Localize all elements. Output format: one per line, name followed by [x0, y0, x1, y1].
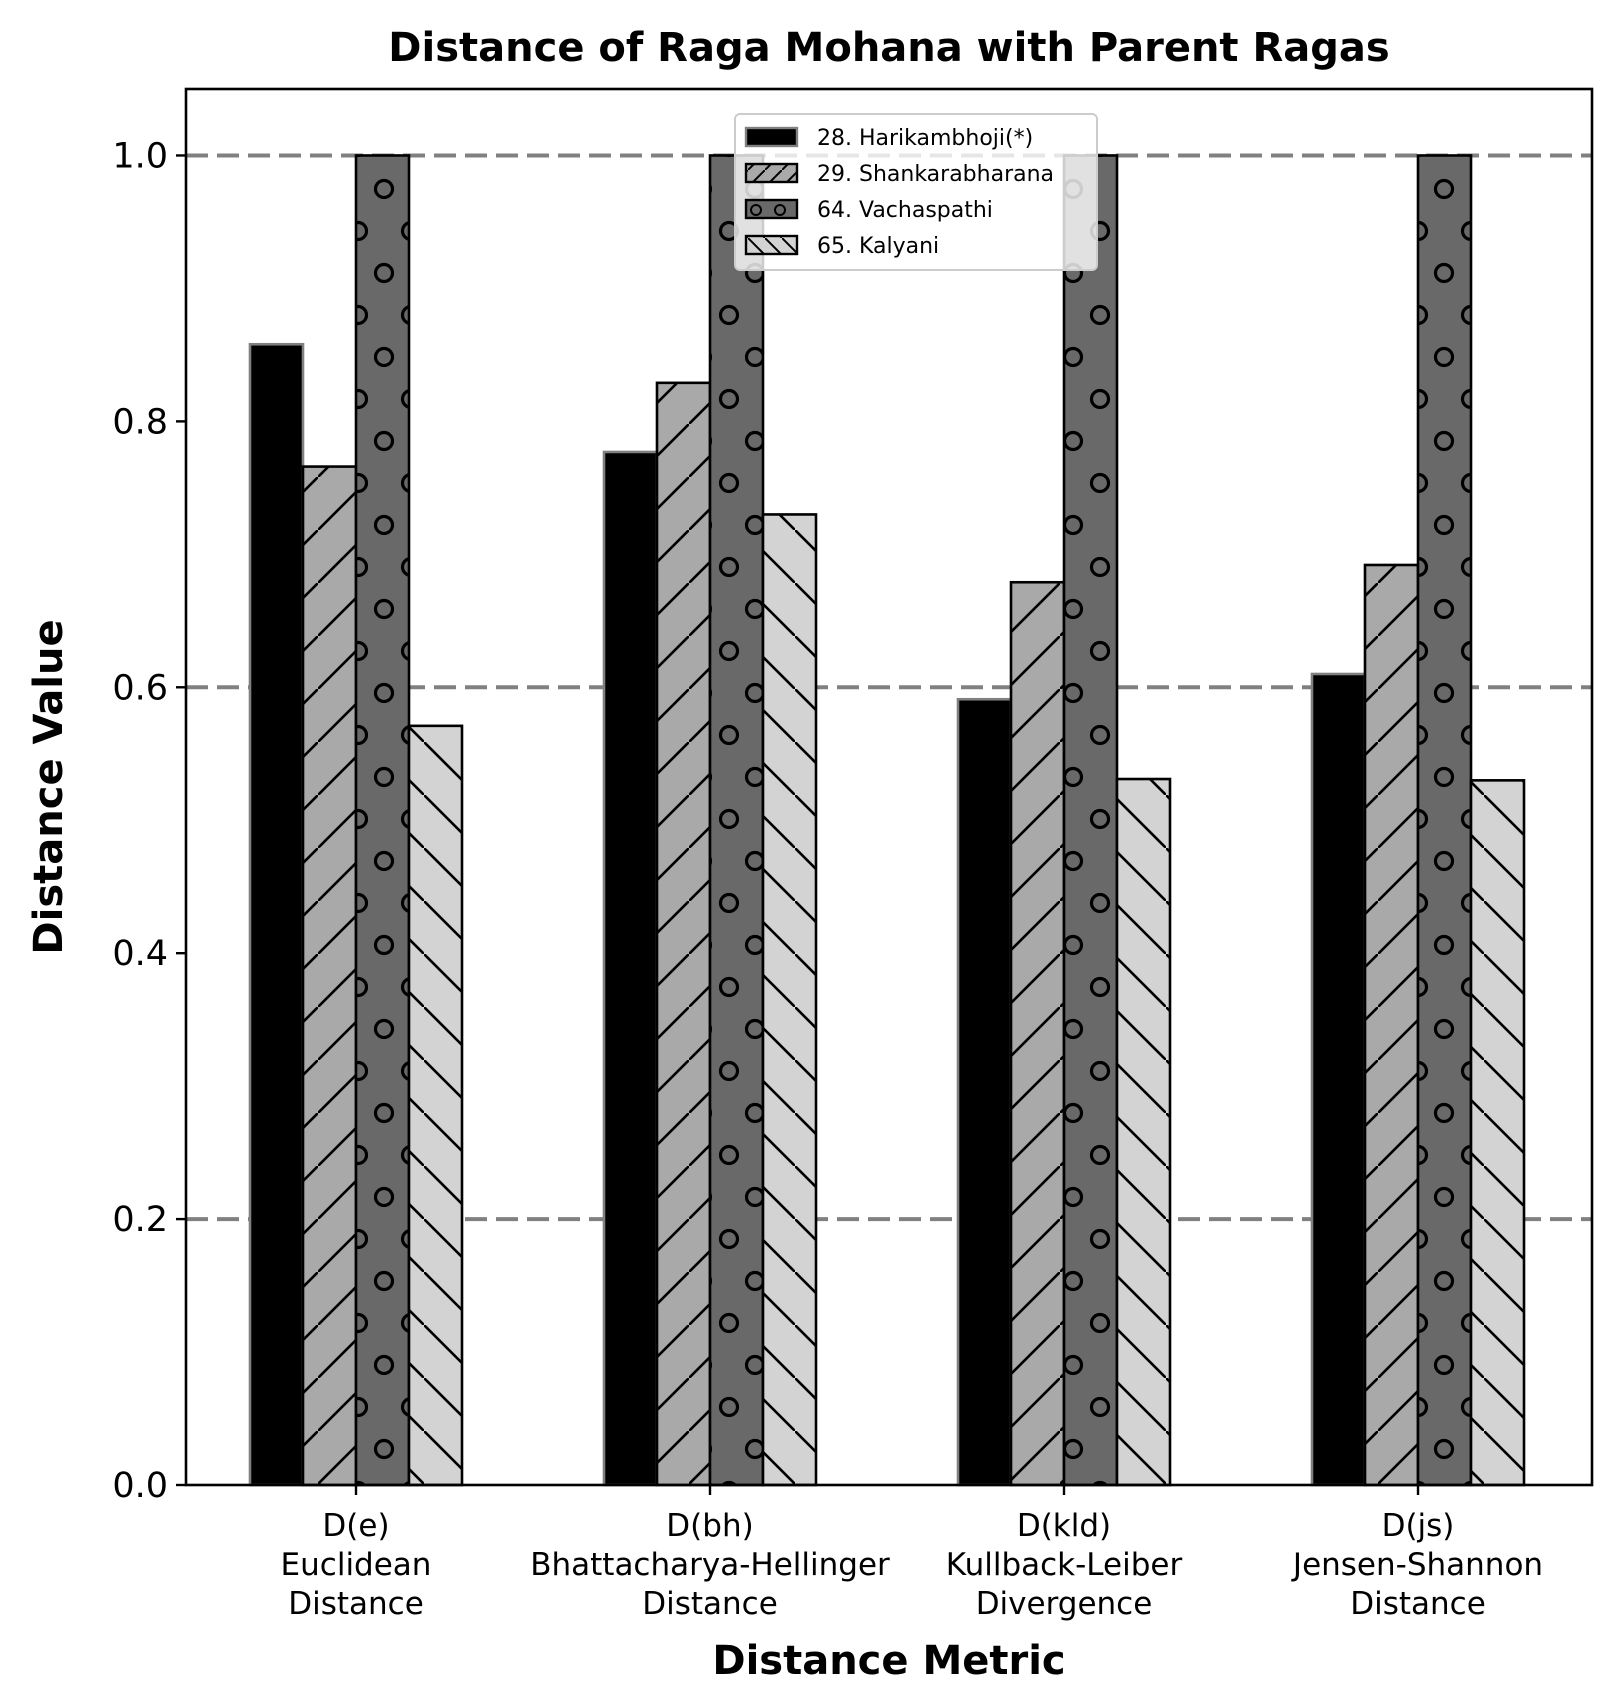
bar-hatch: [1064, 155, 1117, 1485]
x-tick-label-2-1: Kullback-Leiber: [946, 1547, 1183, 1583]
x-tick-label-3-2: Distance: [1350, 1586, 1486, 1622]
legend-label: 65. Kalyani: [817, 234, 939, 259]
legend-entry-2: 64. Vachaspathi: [744, 198, 993, 223]
bar-fill: [604, 451, 657, 1486]
x-tick-label-1-2: Distance: [642, 1586, 778, 1622]
bar-hatch: [1011, 582, 1064, 1485]
plot-area-frame: [184, 87, 1594, 1487]
y-tick-label-5: 1.0: [112, 136, 168, 176]
bar-hatch: [356, 155, 409, 1485]
legend-entry-0: 28. Harikambhoji(*): [744, 126, 1033, 151]
chart-title: Distance of Raga Mohana with Parent Raga…: [388, 25, 1389, 71]
bar-1-2: [1009, 580, 1066, 1487]
legend-swatch-hatch: [746, 236, 797, 254]
x-tick-label-0-0: D(e): [322, 1508, 389, 1544]
y-tick-label-3: 0.6: [112, 668, 168, 708]
bar-fill: [1312, 673, 1365, 1485]
bar-hatch: [763, 514, 816, 1485]
bar-hatch: [1365, 564, 1418, 1485]
legend-box: [734, 113, 1098, 271]
bar-hatch: [303, 466, 356, 1486]
legend-swatch-edge: [744, 198, 799, 220]
bar-1-1: [655, 381, 712, 1487]
legend-label: 29. Shankarabharana: [817, 162, 1054, 187]
bar-hatch: [710, 155, 763, 1485]
bar-3-0: [407, 724, 464, 1487]
x-tick-label-2-0: D(kld): [1017, 1508, 1111, 1544]
y-tick-label-0: 0.0: [112, 1466, 168, 1506]
legend-swatch-edge: [744, 234, 799, 256]
x-tick-label-0-2: Distance: [288, 1586, 424, 1622]
bar-hatch: [1117, 779, 1170, 1485]
bar-0-1: [602, 450, 659, 1487]
x-tick-label-3-0: D(js): [1382, 1508, 1455, 1544]
y-tick-label-1: 0.2: [112, 1200, 168, 1240]
x-tick-label-2-2: Divergence: [976, 1586, 1153, 1622]
bar-fill: [250, 344, 303, 1486]
bars: [248, 154, 1526, 1487]
x-tick-label-0-1: Euclidean: [281, 1547, 432, 1583]
bar-0-3: [1310, 672, 1367, 1487]
bar-1-3: [1363, 563, 1420, 1487]
y-axis: 0.0 0.2 0.4 0.6 0.8 1.0: [112, 136, 186, 1506]
legend: 28. Harikambhoji(*) 29. Shankarabharana 64…: [734, 113, 1098, 271]
x-axis: D(e)EuclideanDistanceD(bh)Bhattacharya-H…: [281, 1485, 1543, 1622]
x-axis-label: Distance Metric: [712, 1638, 1065, 1684]
bar-2-3: [1416, 154, 1473, 1487]
bar-hatch: [657, 382, 710, 1486]
bar-2-0: [354, 154, 411, 1487]
x-tick-label-3-1: Jensen-Shannon: [1291, 1547, 1543, 1583]
y-tick-label-2: 0.4: [112, 934, 168, 974]
y-axis-label: Distance Value: [26, 619, 72, 954]
bar-0-0: [248, 342, 305, 1487]
legend-swatch-hatch: [746, 164, 797, 182]
bar-2-2: [1062, 154, 1119, 1487]
x-tick-label-1-1: Bhattacharya-Hellinger: [530, 1547, 890, 1583]
legend-entry-3: 65. Kalyani: [744, 234, 939, 259]
legend-swatch-hatch: [746, 200, 797, 218]
bar-fill: [958, 699, 1011, 1485]
bar-2-1: [708, 154, 765, 1487]
bar-hatch: [1418, 155, 1471, 1485]
legend-swatch-fill: [746, 128, 797, 146]
bar-hatch: [409, 725, 462, 1485]
bar-1-0: [301, 465, 358, 1487]
bar-3-2: [1115, 777, 1172, 1487]
legend-label: 64. Vachaspathi: [817, 198, 993, 223]
bar-hatch: [1471, 780, 1524, 1485]
legend-swatch-edge: [744, 126, 799, 148]
x-tick-label-1-0: D(bh): [666, 1508, 753, 1544]
legend-label: 28. Harikambhoji(*): [817, 126, 1033, 151]
bar-3-1: [761, 513, 818, 1487]
legend-entry-1: 29. Shankarabharana: [744, 162, 1054, 187]
bar-3-3: [1469, 779, 1526, 1487]
legend-swatch-edge: [744, 162, 799, 184]
bar-0-2: [956, 697, 1013, 1487]
y-tick-label-4: 0.8: [112, 402, 168, 442]
